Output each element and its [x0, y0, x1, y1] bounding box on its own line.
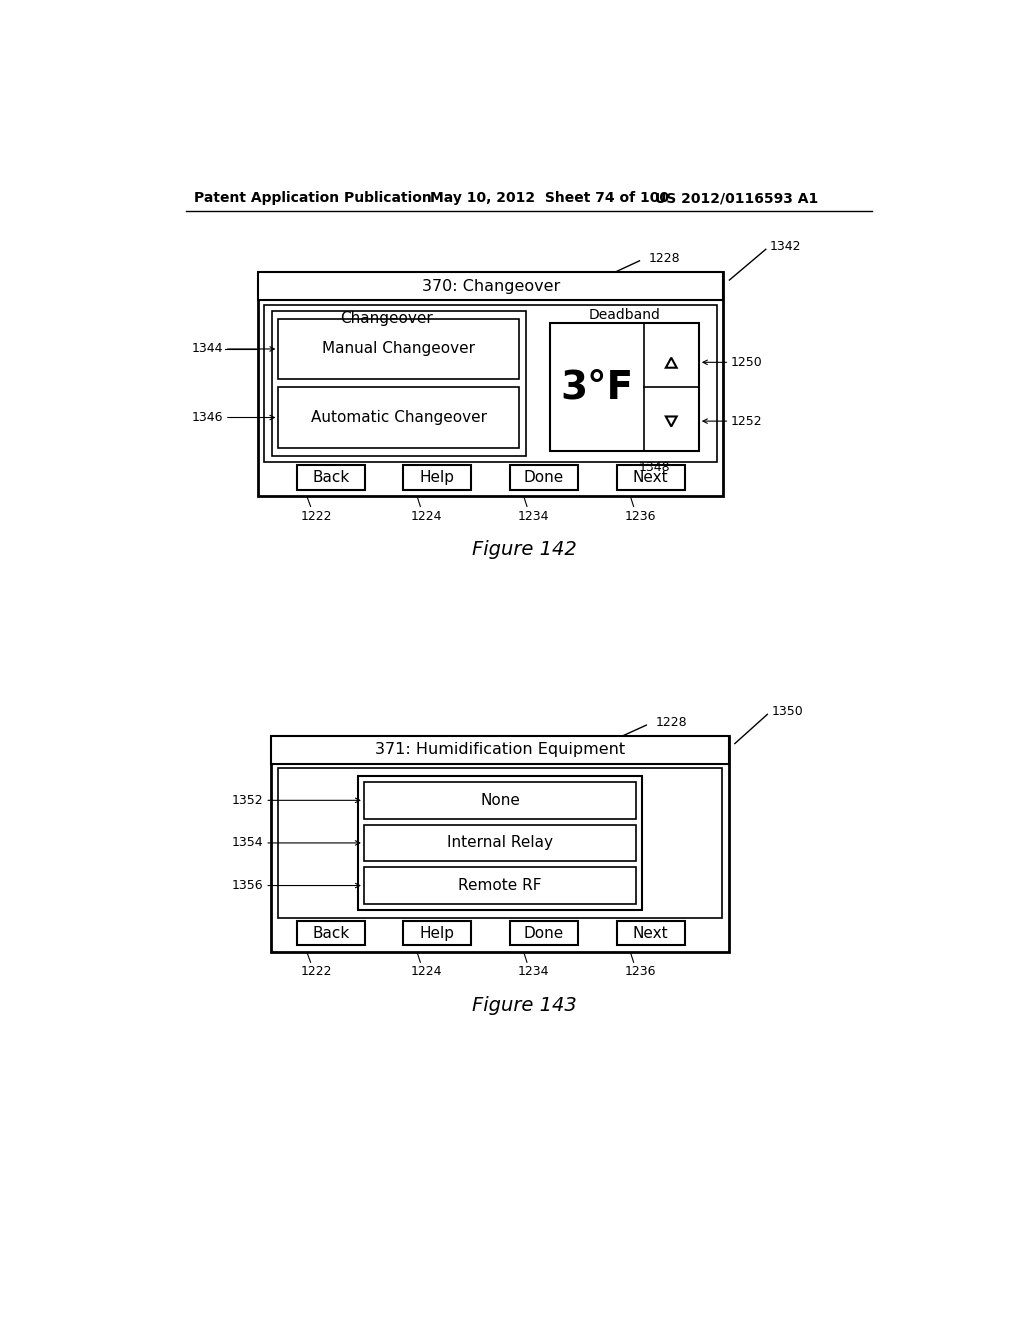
Text: 1346: 1346 — [191, 411, 223, 424]
Text: 1344: 1344 — [191, 342, 223, 355]
Text: 1228: 1228 — [655, 717, 687, 730]
Text: 1234: 1234 — [518, 510, 549, 523]
Bar — [357, 776, 642, 909]
Text: 1236: 1236 — [625, 510, 655, 523]
Text: 1342: 1342 — [770, 240, 801, 253]
Text: Manual Changeover: Manual Changeover — [323, 342, 475, 356]
Bar — [510, 465, 579, 490]
Bar — [550, 323, 699, 451]
Text: 1348: 1348 — [639, 462, 671, 474]
Text: None: None — [480, 793, 520, 808]
Bar — [271, 737, 729, 763]
Text: 1250: 1250 — [731, 356, 763, 368]
Text: 1356: 1356 — [232, 879, 263, 892]
Bar — [403, 921, 471, 945]
Text: 3°F: 3°F — [560, 368, 633, 407]
Bar — [258, 272, 723, 300]
Text: May 10, 2012  Sheet 74 of 100: May 10, 2012 Sheet 74 of 100 — [430, 191, 670, 206]
Text: 1350: 1350 — [771, 705, 803, 718]
Text: 1236: 1236 — [625, 965, 655, 978]
Text: Deadband: Deadband — [588, 309, 660, 322]
Text: Remote RF: Remote RF — [459, 878, 542, 894]
Text: 1228: 1228 — [649, 252, 680, 265]
Bar — [403, 465, 471, 490]
Text: 1222: 1222 — [300, 965, 332, 978]
Text: Back: Back — [312, 470, 349, 484]
Bar — [364, 825, 636, 861]
Bar — [278, 768, 722, 917]
Text: 1252: 1252 — [731, 414, 763, 428]
Text: Changeover: Changeover — [340, 312, 433, 326]
Bar — [271, 737, 729, 952]
Text: 1224: 1224 — [411, 965, 442, 978]
Bar — [364, 781, 636, 818]
Text: 1222: 1222 — [300, 510, 332, 523]
Text: Done: Done — [524, 470, 564, 484]
Bar — [297, 465, 365, 490]
Text: 371: Humidification Equipment: 371: Humidification Equipment — [375, 742, 625, 758]
Bar — [272, 312, 525, 455]
Text: Figure 142: Figure 142 — [472, 540, 578, 560]
Text: 370: Changeover: 370: Changeover — [422, 279, 560, 294]
Bar — [510, 921, 579, 945]
Bar — [297, 921, 365, 945]
Text: Internal Relay: Internal Relay — [447, 836, 553, 850]
Bar — [364, 867, 636, 904]
Text: Done: Done — [524, 925, 564, 941]
Bar — [279, 387, 519, 447]
Bar — [616, 465, 685, 490]
Text: 1224: 1224 — [411, 510, 442, 523]
Text: Back: Back — [312, 925, 349, 941]
Text: US 2012/0116593 A1: US 2012/0116593 A1 — [655, 191, 818, 206]
Bar — [264, 305, 717, 462]
Text: 1354: 1354 — [232, 837, 263, 850]
Text: Help: Help — [420, 470, 455, 484]
Text: Next: Next — [633, 925, 669, 941]
Bar — [616, 921, 685, 945]
Bar — [279, 318, 519, 379]
Text: Automatic Changeover: Automatic Changeover — [311, 411, 486, 425]
Text: 1234: 1234 — [518, 965, 549, 978]
Text: Figure 143: Figure 143 — [472, 995, 578, 1015]
Text: Next: Next — [633, 470, 669, 484]
Bar — [258, 272, 723, 496]
Text: Patent Application Publication: Patent Application Publication — [194, 191, 432, 206]
Text: Help: Help — [420, 925, 455, 941]
Text: 1352: 1352 — [232, 793, 263, 807]
